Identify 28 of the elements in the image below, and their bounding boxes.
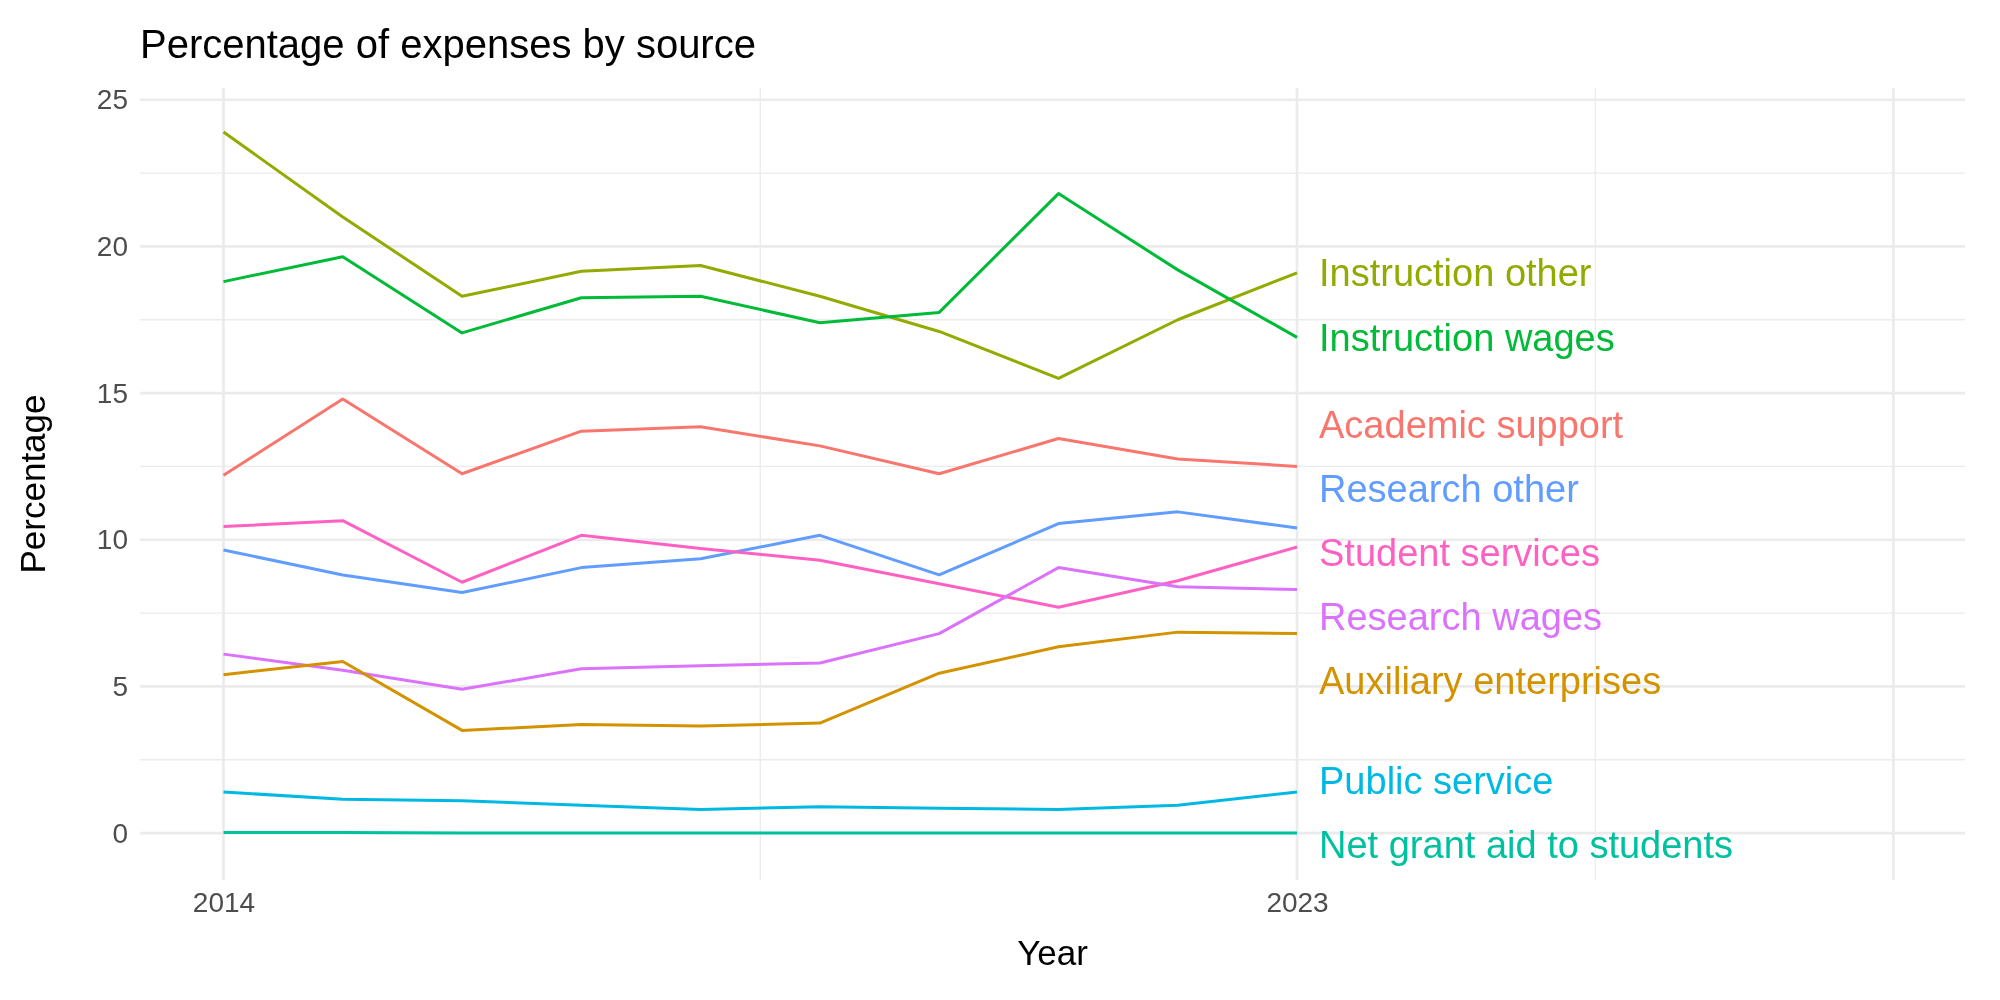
series-label: Instruction other xyxy=(1319,252,1592,295)
y-axis-title: Percentage xyxy=(13,394,52,574)
line-series xyxy=(222,566,1299,691)
x-tick-label: 2023 xyxy=(1266,886,1329,918)
y-tick-label: 15 xyxy=(96,377,128,409)
chart-title: Percentage of expenses by source xyxy=(140,22,756,66)
y-tick-label: 0 xyxy=(112,817,128,849)
line-series xyxy=(222,130,1299,380)
line-series xyxy=(222,630,1299,732)
series-label: Net grant aid to students xyxy=(1319,823,1734,866)
line-series xyxy=(222,519,1299,609)
line-series xyxy=(222,790,1299,812)
line-series xyxy=(222,510,1299,595)
series-label: Student services xyxy=(1319,532,1600,575)
y-tick-label: 10 xyxy=(96,524,128,556)
line-series xyxy=(222,192,1299,339)
series-label: Research other xyxy=(1319,468,1580,511)
line-series xyxy=(222,397,1299,477)
x-axis-title: Year xyxy=(1017,933,1089,972)
y-tick-label: 25 xyxy=(96,84,128,116)
series-label: Academic support xyxy=(1319,404,1624,447)
series-label: Research wages xyxy=(1319,596,1603,639)
series-label: Auxiliary enterprises xyxy=(1319,660,1662,703)
series-label: Public service xyxy=(1319,759,1554,802)
series-label: Instruction wages xyxy=(1319,316,1615,359)
y-tick-label: 20 xyxy=(96,230,128,262)
x-tick-label: 2014 xyxy=(192,886,256,918)
y-tick-label: 5 xyxy=(112,670,128,702)
